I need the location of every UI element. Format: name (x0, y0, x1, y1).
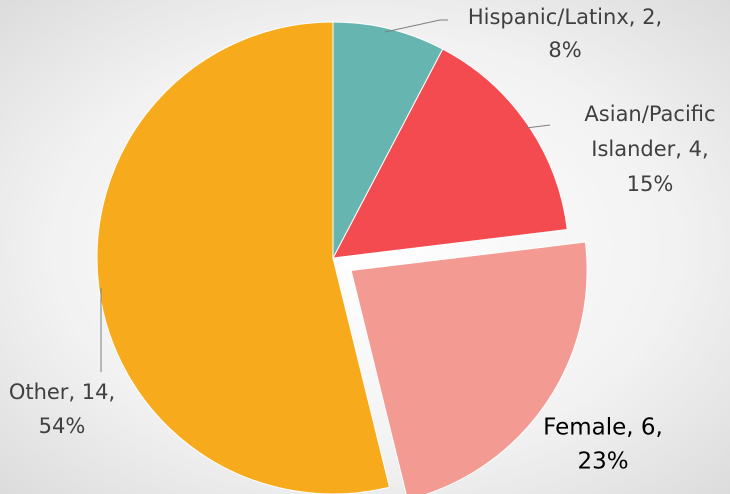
pie-slice (350, 241, 588, 494)
pie-slice (332, 21, 444, 259)
leader-line (525, 124, 551, 129)
data-label: 15% (627, 172, 674, 196)
data-label: 8% (548, 38, 581, 62)
data-label: Asian/Pacific (584, 102, 715, 126)
data-label: 54% (39, 414, 86, 438)
leader-line (384, 19, 448, 33)
data-label: Female, 6, (543, 415, 663, 441)
data-label: 23% (577, 449, 628, 475)
pie-slice (332, 48, 568, 259)
data-label: Islander, 4, (591, 137, 708, 161)
pie-slice (96, 21, 391, 494)
data-label: Hispanic/Latinx, 2, (468, 5, 662, 29)
data-label: Other, 14, (9, 380, 115, 404)
